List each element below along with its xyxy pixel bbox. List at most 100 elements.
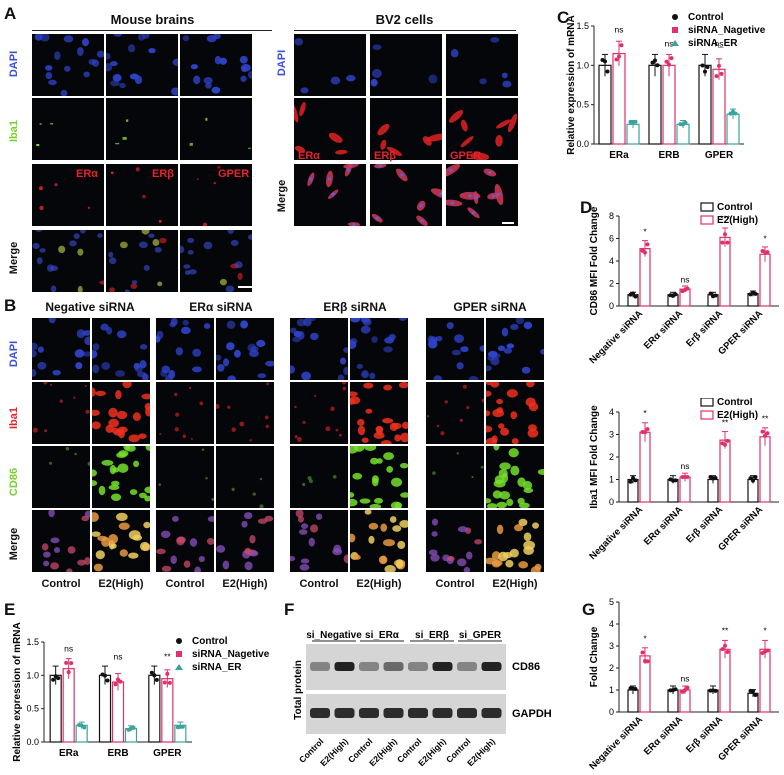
panel-label-g: G: [582, 600, 596, 619]
band-label-gapdh: GAPDH: [512, 708, 552, 720]
y-tick-label: 3: [609, 430, 614, 440]
data-point: [165, 671, 170, 676]
y-tick-label: 0: [609, 497, 614, 507]
micrograph-tile: [426, 510, 484, 572]
panel-label-d: D: [580, 198, 593, 217]
legend-label: Control: [192, 636, 228, 647]
bar: [759, 648, 771, 713]
x-tick-label: Negative siRNA: [587, 308, 645, 366]
y-tick-label: 6: [609, 234, 614, 244]
legend-label: siRNA_ER: [192, 662, 242, 673]
data-point: [723, 442, 727, 447]
y-tick-label: 2: [609, 663, 614, 673]
y-tick-label: 0.5: [576, 100, 589, 110]
micrograph-tile: [290, 446, 348, 508]
micrograph-tile: [290, 318, 348, 380]
data-point: [717, 63, 721, 68]
x-tick-label: ERa: [609, 150, 629, 161]
significance-label: *: [643, 633, 647, 643]
micrograph-tile: [32, 446, 90, 508]
data-point: [763, 433, 767, 438]
micrograph-tile: [180, 98, 252, 160]
y-tick-label: 0.0: [26, 737, 39, 747]
data-point: [733, 111, 738, 116]
y-tick-label: 3: [609, 641, 614, 651]
label-era: ERα: [298, 150, 321, 162]
data-point: [714, 74, 719, 79]
y-axis-label: Relative expression of mRNA: [566, 15, 577, 155]
x-tick-label: Negative siRNA: [587, 504, 645, 562]
bar: [161, 678, 174, 743]
data-point: [725, 438, 730, 443]
micrograph-tile: [156, 382, 214, 444]
legend-label: E2(High): [717, 215, 758, 226]
data-point: [66, 670, 71, 675]
micrograph-tile: [426, 382, 484, 444]
bar: [612, 52, 626, 145]
significance-label: ns: [681, 461, 690, 471]
group-header-erb: ERβ siRNA: [323, 300, 387, 314]
y-tick-label: 0: [609, 707, 614, 717]
y-tick-label: 2: [609, 452, 614, 462]
data-point: [720, 647, 725, 652]
data-point: [645, 242, 650, 247]
legend-label: E2(High): [717, 410, 758, 421]
legend-label: siRNA_Nagetive: [192, 649, 270, 660]
micrograph-tile: [446, 98, 518, 160]
scale-bar: [238, 286, 252, 288]
blot-band-gapdh: [310, 708, 330, 718]
data-point: [640, 650, 645, 655]
header-underline: [32, 30, 272, 31]
data-point: [162, 680, 167, 685]
data-point: [69, 661, 74, 666]
micrograph-tile: [370, 98, 442, 160]
micrograph-tile: [106, 164, 178, 226]
group-header-negative: Negative siRNA: [45, 300, 135, 314]
x-tick-label: Negative siRNA: [587, 714, 645, 772]
label-era: ERα: [76, 168, 99, 180]
blot-band-cd86: [334, 662, 355, 671]
micrograph-tile: [92, 318, 150, 380]
y-tick-label: 1.5: [26, 637, 39, 647]
blot-band-gapdh: [334, 708, 355, 718]
legend-label: Control: [717, 202, 753, 213]
data-point: [645, 659, 650, 664]
legend-swatch: [672, 14, 678, 20]
data-point: [685, 475, 690, 480]
x-tick-label: ERB: [107, 748, 128, 759]
legend-swatch: [700, 398, 714, 407]
micrograph-tile: [370, 34, 442, 96]
bar: [712, 68, 726, 145]
micrograph-tile: [446, 164, 518, 226]
micrograph-tile: [350, 510, 408, 572]
significance-label: ***: [720, 213, 731, 223]
data-point: [723, 643, 727, 648]
blot-band-gapdh: [481, 708, 502, 718]
data-point: [673, 478, 678, 483]
data-point: [633, 478, 638, 483]
significance-label: **: [722, 417, 729, 427]
x-tick-label: GPER: [153, 748, 182, 759]
significance-label: **: [164, 651, 171, 661]
header-bv2-cells: BV2 cells: [375, 12, 434, 27]
x-tick-label: ERB: [658, 150, 679, 161]
blot-band-cd86: [432, 662, 453, 671]
row-label-iba1: Iba1: [8, 407, 20, 430]
y-tick-label: 1.5: [576, 21, 589, 31]
micrograph-tile: [106, 34, 178, 96]
row-label-dapi: DAPI: [8, 340, 20, 368]
significance-label: ns: [681, 674, 690, 684]
row-label-cd86: CD86: [8, 467, 20, 497]
significance-label: *: [643, 408, 647, 418]
legend-label: Control: [688, 12, 724, 23]
legend-swatch: [176, 651, 182, 657]
bar: [111, 681, 125, 743]
data-point: [643, 430, 647, 435]
condition-label: Control: [165, 578, 205, 590]
micrograph-tile: [32, 510, 90, 572]
legend-swatch: [175, 664, 183, 670]
row-label-merge: Merge: [8, 527, 20, 561]
